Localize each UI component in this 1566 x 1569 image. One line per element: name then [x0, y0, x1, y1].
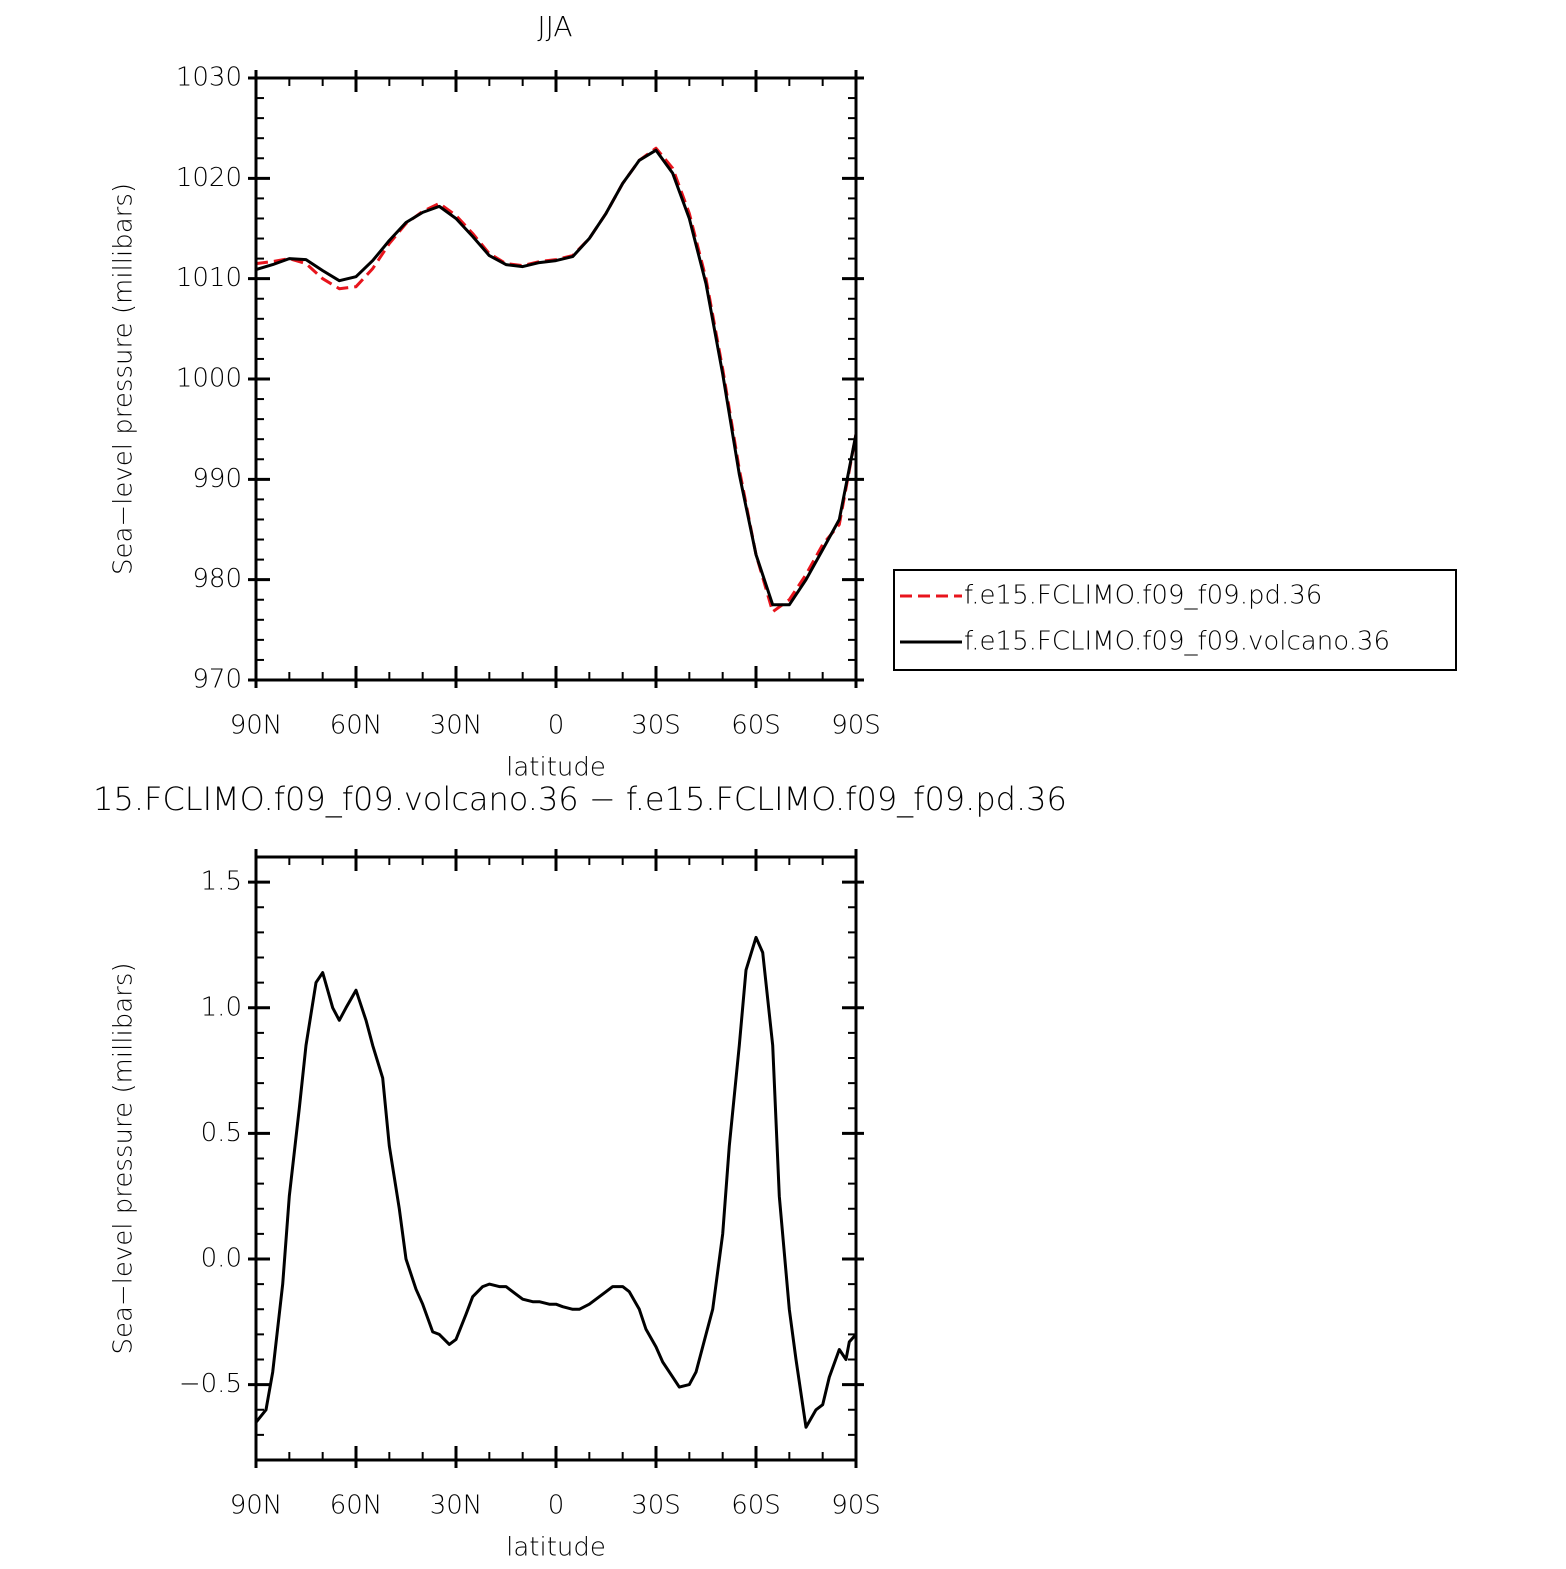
- chart-title: JJA: [537, 10, 572, 43]
- x-tick-label: 60S: [731, 1491, 781, 1521]
- x-tick-label: 60N: [330, 711, 383, 741]
- y-tick-label: 970: [192, 665, 242, 695]
- x-tick-label: 30S: [631, 1491, 681, 1521]
- chart-title: 15.FCLIMO.f09_f09.volcano.36 − f.e15.FCL…: [93, 780, 1067, 818]
- legend-label: f.e15.FCLIMO.f09_f09.volcano.36: [964, 627, 1390, 657]
- plot-frame: [254, 855, 858, 1462]
- y-tick-label: 1.5: [201, 867, 242, 897]
- y-tick-label: 1030: [176, 63, 242, 93]
- y-axis-label: Sea−level pressure (millibars): [109, 183, 139, 575]
- y-tick-label: 1010: [176, 263, 242, 293]
- plot-frame: [254, 76, 858, 682]
- y-tick-label: 0.5: [201, 1118, 242, 1148]
- data-line: [255, 146, 858, 614]
- x-tick-label: 90N: [230, 1491, 283, 1521]
- y-tick-label: 0.0: [201, 1244, 242, 1274]
- y-tick-label: 990: [192, 464, 242, 494]
- data-line: [255, 148, 858, 607]
- y-tick-label: 1020: [176, 163, 242, 193]
- x-tick-label: 90S: [831, 1491, 881, 1521]
- x-tick-label: 0: [548, 1491, 565, 1521]
- data-line: [254, 935, 858, 1429]
- y-tick-label: 1.0: [201, 992, 242, 1022]
- x-tick-label: 90S: [831, 711, 881, 741]
- x-tick-label: 30N: [430, 711, 483, 741]
- x-tick-label: 0: [548, 711, 565, 741]
- x-tick-label: 60S: [731, 711, 781, 741]
- x-tick-label: 90N: [230, 711, 283, 741]
- legend-box: [893, 569, 1457, 671]
- y-tick-label: −0.5: [179, 1369, 242, 1399]
- x-axis-label: latitude: [506, 1533, 606, 1563]
- y-axis-label: Sea−level pressure (millibars): [109, 962, 139, 1354]
- legend-label: f.e15.FCLIMO.f09_f09.pd.36: [964, 581, 1322, 611]
- x-tick-label: 30N: [430, 1491, 483, 1521]
- x-tick-label: 30S: [631, 711, 681, 741]
- x-tick-label: 60N: [330, 1491, 383, 1521]
- y-tick-label: 1000: [176, 364, 242, 394]
- y-tick-label: 980: [192, 564, 242, 594]
- x-axis-label: latitude: [506, 753, 606, 783]
